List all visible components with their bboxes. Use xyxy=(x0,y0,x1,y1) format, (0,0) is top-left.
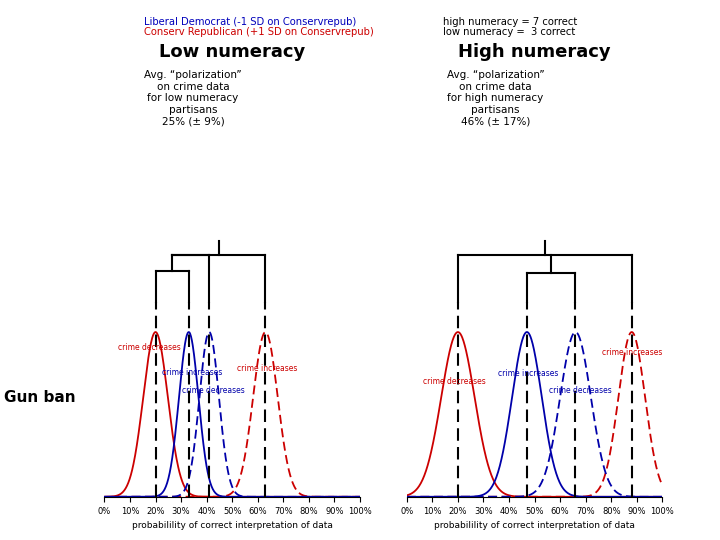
X-axis label: probabilility of correct interpretation of data: probabilility of correct interpretation … xyxy=(132,521,333,530)
Text: Gun ban: Gun ban xyxy=(4,390,76,406)
Text: low numeracy =  3 correct: low numeracy = 3 correct xyxy=(443,27,575,37)
Text: Conserv Republican (+1 SD on Conservrepub): Conserv Republican (+1 SD on Conservrepu… xyxy=(144,27,374,37)
X-axis label: probabilility of correct interpretation of data: probabilility of correct interpretation … xyxy=(434,521,635,530)
Text: crime increases: crime increases xyxy=(163,368,222,376)
Text: crime increases: crime increases xyxy=(601,348,662,357)
Text: crime increases: crime increases xyxy=(236,364,297,373)
Text: Low numeracy: Low numeracy xyxy=(158,43,305,60)
Text: crime increases: crime increases xyxy=(498,369,559,378)
Text: crime decreases: crime decreases xyxy=(549,386,612,395)
Text: Liberal Democrat (-1 SD on Conservrepub): Liberal Democrat (-1 SD on Conservrepub) xyxy=(144,17,356,28)
Text: High numeracy: High numeracy xyxy=(458,43,611,60)
Text: high numeracy = 7 correct: high numeracy = 7 correct xyxy=(443,17,577,28)
Text: crime decreases: crime decreases xyxy=(423,377,485,387)
Text: crime decreases: crime decreases xyxy=(118,343,181,352)
Text: Avg. “polarization”
on crime data
for high numeracy
partisans
46% (± 17%): Avg. “polarization” on crime data for hi… xyxy=(446,70,544,126)
Text: crime decreases: crime decreases xyxy=(181,386,244,395)
Text: Avg. “polarization”
on crime data
for low numeracy
partisans
25% (± 9%): Avg. “polarization” on crime data for lo… xyxy=(144,70,242,126)
